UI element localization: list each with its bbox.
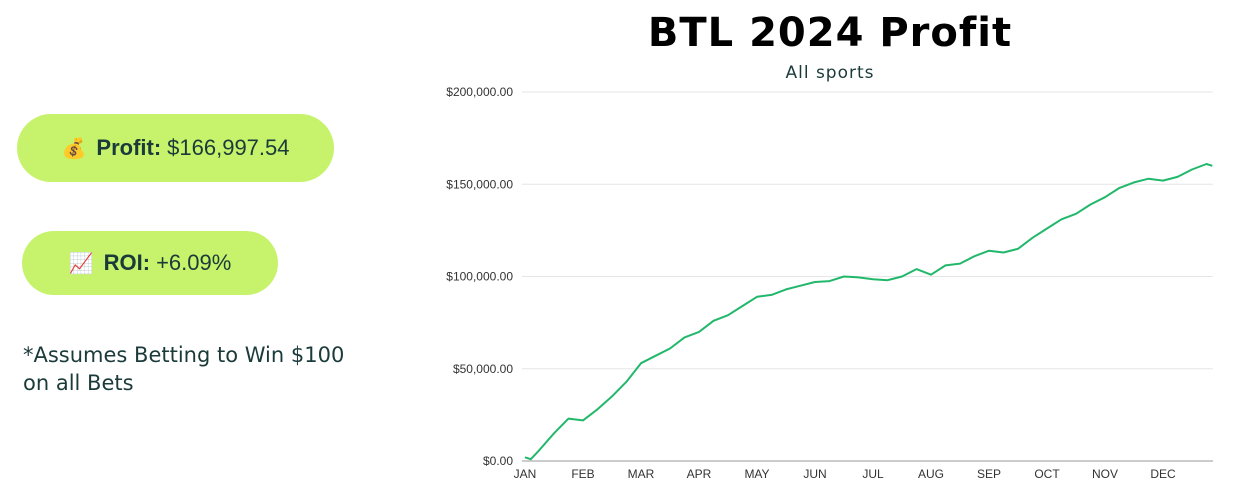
x-tick-label: SEP: [977, 467, 1001, 481]
chart-up-icon: 📈: [68, 252, 94, 275]
chart-subtitle: All sports: [785, 63, 875, 83]
x-tick-label: JUN: [803, 467, 826, 481]
roi-value: +6.09%: [156, 250, 232, 275]
y-tick-label: $150,000.00: [446, 177, 513, 191]
x-tick-label: MAR: [628, 467, 655, 481]
x-tick-label: FEB: [571, 467, 594, 481]
x-tick-label: MAY: [744, 467, 769, 481]
x-tick-label: AUG: [918, 467, 944, 481]
y-tick-label: $200,000.00: [446, 85, 513, 99]
profit-series-line: [524, 163, 1213, 461]
profit-value: $166,997.54: [167, 135, 290, 160]
y-tick-label: $100,000.00: [446, 270, 513, 284]
money-bag-icon: 💰: [61, 137, 87, 160]
x-tick-label: JAN: [514, 467, 537, 481]
x-tick-label: JUL: [862, 467, 884, 481]
y-tick-label: $50,000.00: [453, 362, 513, 376]
profit-label: Profit:: [96, 135, 162, 160]
x-tick-label: NOV: [1092, 467, 1118, 481]
x-tick-label: DEC: [1150, 467, 1176, 481]
roi-pill: 📈 ROI: +6.09%: [22, 231, 278, 295]
betting-note: *Assumes Betting to Win $100 on all Bets: [23, 343, 345, 395]
x-tick-label: OCT: [1034, 467, 1060, 481]
y-tick-label: $0.00: [483, 454, 513, 468]
x-tick-label: APR: [687, 467, 712, 481]
roi-label: ROI:: [103, 250, 151, 275]
chart-title: BTL 2024 Profit: [647, 10, 1013, 56]
profit-pill: 💰 Profit: $166,997.54: [17, 114, 334, 182]
